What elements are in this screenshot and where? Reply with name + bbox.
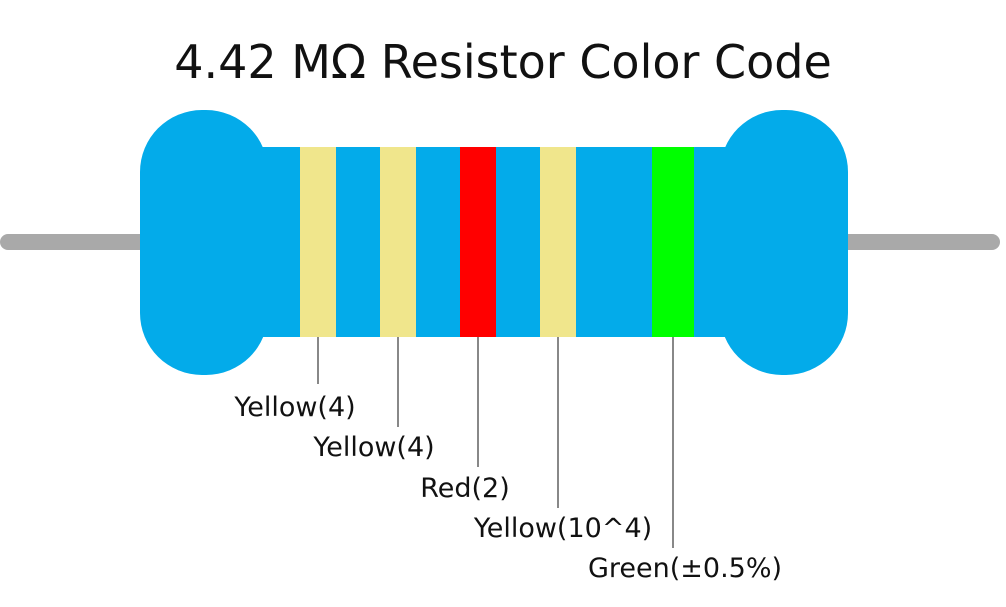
band bbox=[460, 147, 496, 337]
band bbox=[380, 147, 416, 337]
band-label: Yellow(10^4) bbox=[473, 513, 652, 544]
band bbox=[540, 147, 576, 337]
band-label: Yellow(4) bbox=[312, 432, 434, 463]
bands: Yellow(4) Yellow(4) Red(2) Yellow(10^4) Gree… bbox=[233, 147, 782, 584]
body-cap-right bbox=[720, 110, 848, 375]
band-label: Yellow(4) bbox=[233, 392, 355, 423]
body-cap-left bbox=[140, 110, 268, 375]
band bbox=[300, 147, 336, 337]
band bbox=[652, 147, 694, 337]
band-label: Red(2) bbox=[420, 473, 510, 504]
band-label: Green(±0.5%) bbox=[588, 553, 782, 584]
title: 4.42 MΩ Resistor Color Code bbox=[174, 35, 832, 89]
